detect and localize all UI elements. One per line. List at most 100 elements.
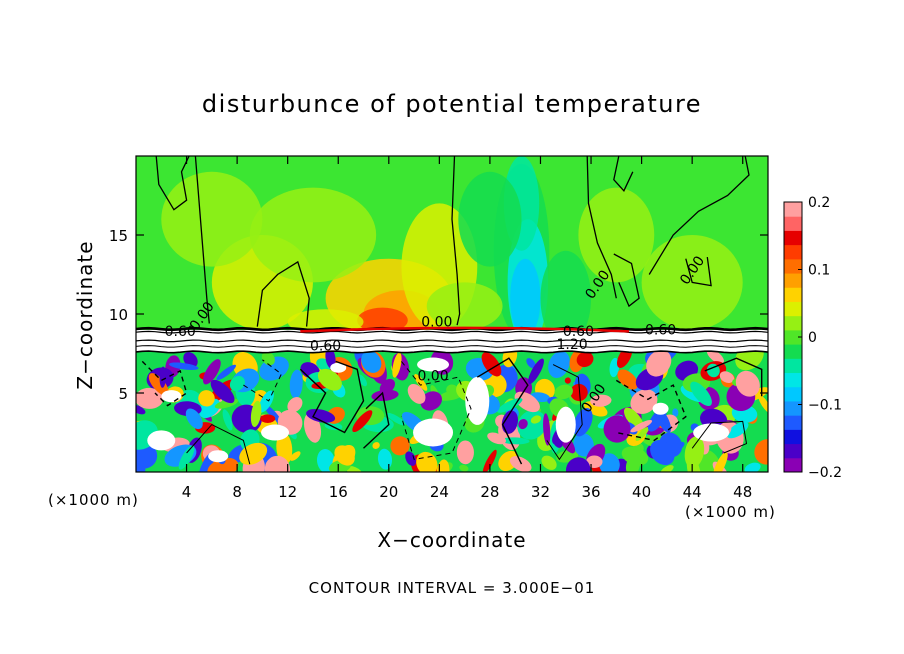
turbulent-cell — [185, 408, 203, 430]
turbulent-cell — [603, 415, 631, 443]
colorbar-segment — [784, 372, 802, 388]
turbulent-cell — [178, 445, 195, 470]
colorbar-tick-label: −0.1 — [808, 398, 842, 414]
x-tick-label: 28 — [480, 483, 499, 501]
turbulent-cell — [216, 364, 236, 381]
turbulent-cell — [390, 436, 410, 456]
turbulent-cell — [502, 352, 518, 368]
turbulent-cell — [630, 419, 653, 433]
colorbar-segment — [784, 415, 802, 430]
inversion-contour — [136, 326, 768, 332]
turbulent-cell — [306, 408, 336, 423]
x-tick-label: 48 — [733, 483, 752, 501]
turbulent-cell — [198, 452, 215, 472]
offscale-cell — [261, 424, 290, 441]
y-axis: 5 10 15 — [109, 227, 768, 403]
colorbar-segment — [784, 244, 802, 260]
turbulent-cell — [670, 441, 685, 454]
turbulent-cell — [407, 383, 426, 404]
turbulent-cell — [590, 394, 612, 407]
offscale-cell — [652, 402, 669, 415]
turbulent-cell — [585, 455, 603, 469]
turbulent-cell — [576, 352, 594, 368]
upper-patch — [458, 171, 522, 267]
turbulent-cell — [456, 440, 474, 465]
y-tick-label: 15 — [109, 227, 128, 245]
turbulent-cell — [625, 455, 641, 472]
x-unit-left: (×1000 m) — [48, 491, 139, 509]
offscale-cell — [413, 418, 454, 447]
turbulent-cell — [617, 369, 638, 390]
contour-line — [256, 260, 310, 327]
upper-patch — [540, 250, 592, 346]
contour-line — [476, 357, 529, 465]
x-tick-label: 24 — [430, 483, 449, 501]
turbulent-cell — [609, 357, 620, 378]
turbulent-cell — [500, 437, 530, 445]
turbulent-cell — [616, 352, 633, 369]
turbulent-cell — [198, 390, 215, 407]
turbulent-cell — [289, 451, 301, 461]
turbulent-cell — [239, 442, 268, 465]
upper-patch — [161, 171, 263, 267]
colorbar-segment — [784, 429, 802, 445]
contour-label: 0.60 — [645, 323, 676, 339]
colorbar-segment — [784, 329, 802, 345]
turbulent-cell — [392, 352, 402, 378]
x-tick-label: 32 — [531, 483, 550, 501]
turbulent-cell — [518, 419, 528, 430]
y-axis-label: Z−coordinate — [73, 240, 97, 389]
turbulent-cell — [372, 442, 380, 449]
turbulent-cell — [250, 400, 262, 427]
y-tick-label: 5 — [118, 385, 128, 403]
turbulent-cell — [210, 379, 235, 404]
turbulent-cell — [735, 352, 764, 371]
inversion-contour — [136, 330, 768, 334]
turbulent-cell — [264, 455, 291, 472]
contour-label: 1.20 — [556, 337, 587, 353]
turbulent-cell — [414, 373, 428, 391]
turbulent-cell — [497, 398, 523, 413]
colorbar-segment — [784, 230, 802, 246]
turbulent-cell — [686, 454, 701, 472]
turbulent-cell — [706, 363, 720, 378]
contour-label: 0.60 — [165, 324, 196, 340]
turbulent-cell — [325, 352, 336, 369]
upper-patch — [578, 187, 655, 283]
turbulent-cell — [159, 366, 167, 388]
turbulent-cell — [261, 352, 275, 366]
contour-label: 0.00 — [417, 368, 448, 384]
turbulent-cell — [222, 409, 233, 431]
inversion-contour — [136, 345, 768, 348]
turbulent-cell — [334, 445, 355, 466]
turbulent-cell — [690, 381, 712, 407]
x-tick-label: 40 — [632, 483, 651, 501]
turbulent-cell — [530, 415, 542, 424]
offscale-cell — [208, 450, 229, 463]
turbulent-cell — [203, 359, 221, 385]
turbulent-cell — [650, 439, 675, 466]
contour-line — [141, 360, 188, 407]
turbulent-cell — [554, 384, 573, 400]
turbulent-cell — [528, 358, 544, 384]
turbulent-cell — [357, 374, 368, 387]
contour-line — [648, 156, 750, 275]
x-tick-label: 20 — [379, 483, 398, 501]
contour-lines — [136, 156, 768, 465]
turbulent-cell — [420, 391, 442, 411]
turbulent-cell — [345, 465, 362, 472]
offscale-cell — [161, 390, 182, 403]
colorbar-segment — [784, 457, 802, 473]
turbulent-cell — [361, 352, 382, 373]
turbulent-cell — [263, 403, 283, 425]
turbulent-cell — [371, 389, 399, 402]
turbulent-cell — [148, 373, 169, 396]
contour-line — [363, 391, 390, 449]
turbulent-cell — [570, 383, 588, 402]
contour-line — [685, 257, 712, 287]
colorbar-segment — [784, 386, 802, 402]
turbulent-cell — [481, 352, 502, 377]
contour-line — [451, 156, 461, 326]
colorbar-segment — [784, 258, 802, 274]
